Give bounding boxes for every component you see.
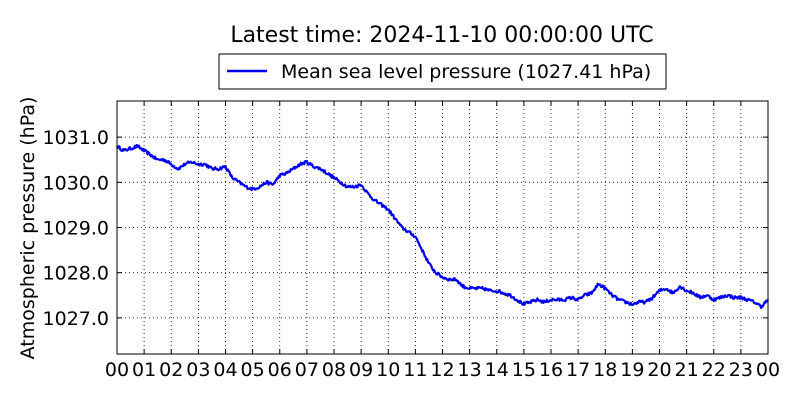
x-tick-label: 21 <box>675 359 699 381</box>
x-tick-label: 23 <box>729 359 753 381</box>
x-tick-label: 11 <box>403 359 427 381</box>
chart-title: Latest time: 2024-11-10 00:00:00 UTC <box>230 23 653 48</box>
x-tick-label: 18 <box>593 359 617 381</box>
x-tick-label: 01 <box>132 359 156 381</box>
axis-ticks <box>116 101 769 354</box>
x-tick-label: 14 <box>485 359 509 381</box>
x-tick-label: 17 <box>566 359 590 381</box>
y-tick-label: 1031.0 <box>43 127 109 149</box>
x-tick-label: 19 <box>620 359 644 381</box>
x-tick-label: 04 <box>213 359 237 381</box>
legend-box <box>218 53 667 90</box>
x-tick-label: 13 <box>458 359 482 381</box>
x-tick-label: 03 <box>186 359 210 381</box>
y-tick-label: 1029.0 <box>43 218 109 240</box>
y-axis-label: Atmospheric pressure (hPa) <box>17 97 39 360</box>
y-tick-label: 1030.0 <box>43 172 109 194</box>
x-tick-label: 00 <box>756 359 780 381</box>
x-tick-label: 12 <box>430 359 454 381</box>
x-tick-label: 15 <box>512 359 536 381</box>
y-tick-label: 1027.0 <box>43 308 109 330</box>
x-tick-label: 02 <box>159 359 183 381</box>
grid-lines <box>117 101 768 354</box>
x-tick-label: 00 <box>105 359 129 381</box>
series-lines <box>115 144 769 310</box>
x-tick-label: 16 <box>539 359 563 381</box>
x-tick-label: 09 <box>349 359 373 381</box>
y-tick-label: 1028.0 <box>43 263 109 285</box>
plot-area-frame <box>116 100 769 355</box>
x-tick-label: 07 <box>295 359 319 381</box>
x-tick-label: 08 <box>322 359 346 381</box>
x-tick-label: 22 <box>702 359 726 381</box>
x-tick-label: 20 <box>647 359 671 381</box>
x-tick-label: 05 <box>241 359 265 381</box>
legend-entry-label: Mean sea level pressure (1027.41 hPa) <box>281 61 651 83</box>
x-tick-label: 06 <box>268 359 292 381</box>
legend: Mean sea level pressure (1027.41 hPa) <box>218 53 667 90</box>
x-tick-labels: 00 01 02 03 04 05 06 07 08 09 10 11 12 13 14 15 16 17 18 19… <box>105 359 780 381</box>
y-tick-labels: 1027.0 1028.0 1029.0 1030.0 1031.0 <box>43 127 109 330</box>
series-line <box>115 144 769 310</box>
x-tick-label: 10 <box>376 359 400 381</box>
